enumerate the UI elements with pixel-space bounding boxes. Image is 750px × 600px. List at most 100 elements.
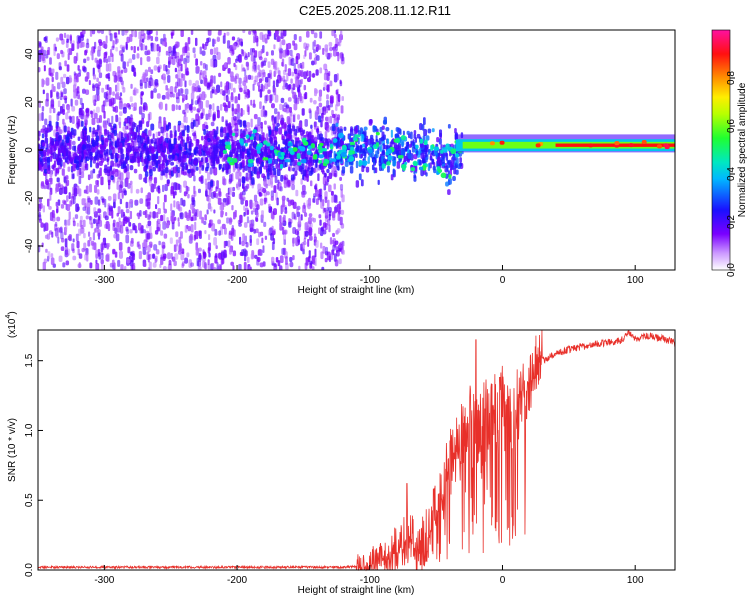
- spectrogram-cell: [46, 92, 49, 102]
- spectrogram-cell: [126, 163, 130, 172]
- snr-x-tick-label: -200: [227, 575, 247, 586]
- spectrogram-cell: [130, 83, 133, 89]
- spectrogram-cell: [60, 49, 64, 55]
- spectrogram-cell: [318, 149, 323, 154]
- spectrogram-cell: [110, 160, 114, 167]
- spectrogram-cell: [187, 193, 190, 199]
- spectrogram-cell: [182, 109, 186, 115]
- spectrogram-cell: [335, 205, 338, 213]
- spectrogram-cell: [163, 220, 167, 225]
- spectrogram-cell: [231, 204, 234, 211]
- spectrogram-cell: [232, 163, 236, 173]
- spectrogram-cell: [85, 108, 89, 114]
- spectrogram-cell: [89, 151, 93, 157]
- spectrogram-cell: [344, 160, 349, 167]
- spectrogram-cell: [338, 258, 342, 265]
- spectrogram-cell: [66, 195, 69, 202]
- spectrogram-cell: [309, 260, 313, 265]
- spectrogram-cell: [309, 156, 312, 163]
- spectrogram-cell: [253, 194, 258, 202]
- spectrogram-cell: [141, 146, 145, 154]
- spectrogram-cell: [254, 30, 257, 37]
- spectrogram-cell: [43, 185, 47, 190]
- snr-y-tick-label: 1.5: [24, 353, 35, 367]
- spectrogram-cell: [227, 156, 232, 162]
- spectrogram-cell: [223, 253, 228, 259]
- spectrogram-cell: [225, 120, 228, 126]
- spectrogram-cell: [107, 55, 111, 63]
- spectrogram-cell: [382, 119, 387, 125]
- spectrogram-cell: [81, 109, 84, 116]
- spectrogram-cell: [172, 154, 175, 159]
- spectrogram-cell: [171, 104, 175, 112]
- spectrogram-cell: [354, 134, 361, 138]
- spectrogram-cell: [339, 184, 344, 191]
- spectrogram-cell: [100, 154, 103, 159]
- spectrogram-cell: [327, 116, 330, 124]
- spectrogram-cell: [341, 166, 346, 174]
- spectrogram-cell: [445, 181, 449, 187]
- spectrogram-cell: [222, 163, 227, 171]
- spectrogram-cell: [323, 63, 328, 71]
- spectrogram-cell: [122, 61, 126, 69]
- spectrogram-cell: [106, 84, 110, 91]
- spectrogram-cell: [336, 228, 341, 234]
- spectrogram-cell: [60, 203, 65, 209]
- spectrogram-cell: [300, 214, 303, 221]
- spectrogram-cell: [129, 96, 133, 103]
- spectrogram-cell: [308, 52, 312, 60]
- spectrogram-cell: [77, 72, 82, 77]
- spectrogram-cell: [247, 158, 254, 164]
- spectrogram-cell: [209, 206, 213, 212]
- spectrogram-cell: [368, 119, 373, 126]
- spectrogram-cell: [152, 253, 156, 259]
- spectrogram-cell: [104, 129, 108, 135]
- spectrogram-cell: [95, 106, 100, 113]
- spectrogram-cell: [229, 71, 234, 78]
- spectrogram-cell: [68, 192, 71, 200]
- spectrogram-cell: [227, 57, 231, 65]
- spectrogram-cell: [421, 124, 425, 131]
- spectrogram-cell: [75, 164, 80, 171]
- spectrogram-cell: [134, 30, 137, 38]
- spectrogram-cell: [341, 194, 345, 203]
- spectrogram-cell: [143, 33, 146, 40]
- spectrogram-cell: [392, 168, 395, 176]
- spectrogram-cell: [64, 223, 68, 230]
- spectrogram-cell: [192, 132, 197, 137]
- spectrogram-cell: [111, 115, 114, 125]
- spectrogram-cell: [87, 197, 91, 203]
- spectrogram-cell: [208, 234, 211, 241]
- spectrogram-cell: [44, 130, 48, 138]
- spectrogram-cell: [268, 129, 272, 135]
- spectrogram-cell: [304, 262, 308, 270]
- spectrogram-cell: [147, 254, 150, 263]
- spectrogram-cell: [80, 34, 84, 42]
- spectrogram-cell: [97, 64, 101, 70]
- spectrogram-cell: [265, 94, 269, 102]
- spectrogram-cell: [129, 228, 133, 234]
- spectrogram-cell: [90, 50, 93, 56]
- spectrogram-cell: [141, 38, 145, 43]
- spectrogram-cell: [334, 170, 338, 178]
- spectrogram-cell: [280, 151, 285, 156]
- spectrogram-cell: [67, 166, 71, 172]
- spectrogram-cell: [322, 245, 326, 254]
- spectrogram-cell: [370, 134, 374, 140]
- spectrogram-cell: [72, 220, 76, 227]
- spectrogram-cell: [152, 43, 156, 52]
- spectrogram-cell: [221, 138, 225, 147]
- spectrogram-cell: [92, 232, 96, 241]
- spectrogram-cell: [184, 257, 189, 264]
- spectrogram-cell: [157, 159, 161, 164]
- spectrogram-cell: [68, 115, 72, 120]
- spectrogram-cell: [41, 133, 45, 139]
- spectrogram-cell: [114, 251, 118, 258]
- spectrogram-cell: [140, 91, 144, 96]
- spectrogram-cell: [348, 156, 355, 162]
- spectrogram-cell: [242, 196, 246, 201]
- spectrogram-cell: [207, 247, 211, 254]
- spectrogram-cell: [189, 233, 193, 241]
- spectrogram-cell: [147, 136, 150, 144]
- spectrogram-cell: [155, 131, 159, 138]
